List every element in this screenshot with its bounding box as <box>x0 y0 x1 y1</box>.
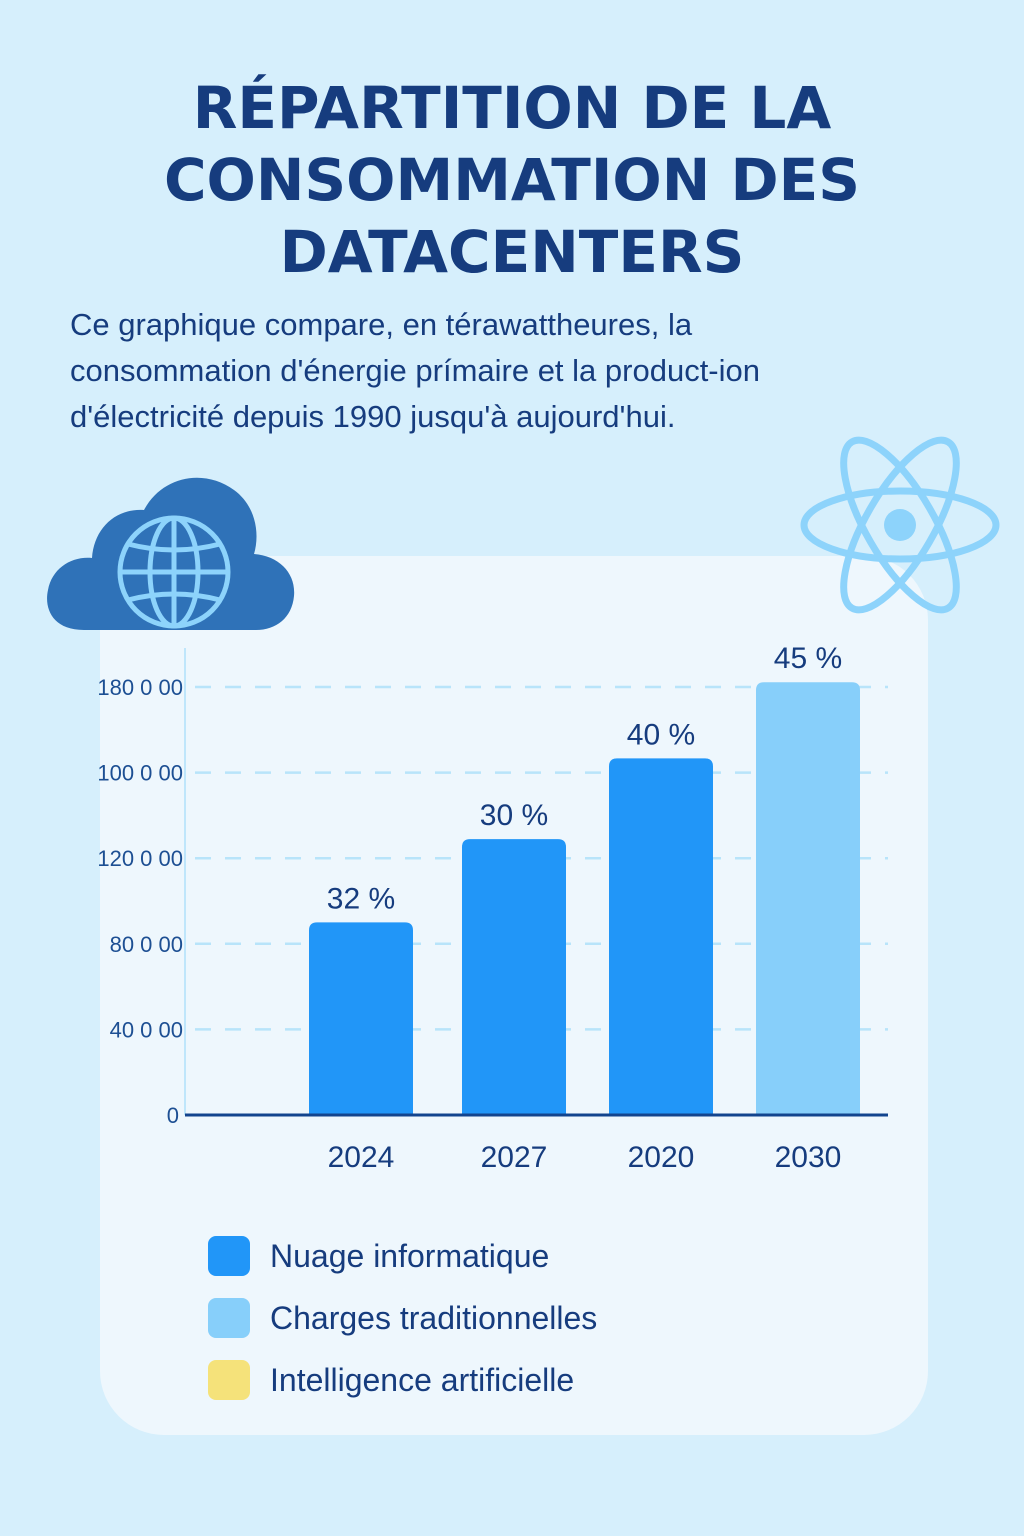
data-label: 32 % <box>327 882 395 915</box>
legend-swatch <box>208 1236 250 1276</box>
x-tick-label: 2027 <box>481 1141 548 1174</box>
legend-item: Charges traditionnelles <box>208 1287 597 1349</box>
atom-icon <box>800 436 1000 614</box>
y-tick-label: 180 0 00 <box>97 675 183 700</box>
chart-legend: Nuage informatique Charges traditionnell… <box>208 1225 597 1411</box>
page-title: RÉPARTITION DE LA CONSOMMATION DES DATAC… <box>163 74 861 286</box>
legend-item: Nuage informatique <box>208 1225 597 1287</box>
x-tick-label: 2020 <box>628 1141 695 1174</box>
y-tick-label: 0 <box>167 1103 179 1128</box>
y-tick-label: 80 0 00 <box>110 932 183 957</box>
bar <box>609 758 713 1115</box>
legend-item: Intelligence artificielle <box>208 1349 597 1411</box>
y-tick-label: 120 0 00 <box>97 846 183 871</box>
data-label: 40 % <box>627 718 695 751</box>
bar <box>462 839 566 1115</box>
legend-label: Intelligence artificielle <box>270 1361 575 1398</box>
y-tick-label: 100 0 00 <box>97 761 183 786</box>
y-tick-label: 40 0 00 <box>110 1017 183 1042</box>
bar <box>309 922 413 1115</box>
legend-swatch <box>208 1360 250 1400</box>
x-tick-label: 2030 <box>775 1141 842 1174</box>
cloud-globe-icon <box>47 477 295 630</box>
legend-label: Nuage informatique <box>270 1237 550 1274</box>
data-label: 45 % <box>774 642 842 675</box>
data-label: 30 % <box>480 799 548 832</box>
legend-swatch <box>208 1298 250 1338</box>
page-subtitle: Ce graphique compare, en térawattheures,… <box>70 307 760 434</box>
x-tick-label: 2024 <box>328 1141 395 1174</box>
legend-label: Charges traditionnelles <box>270 1299 598 1336</box>
bar <box>756 682 860 1115</box>
